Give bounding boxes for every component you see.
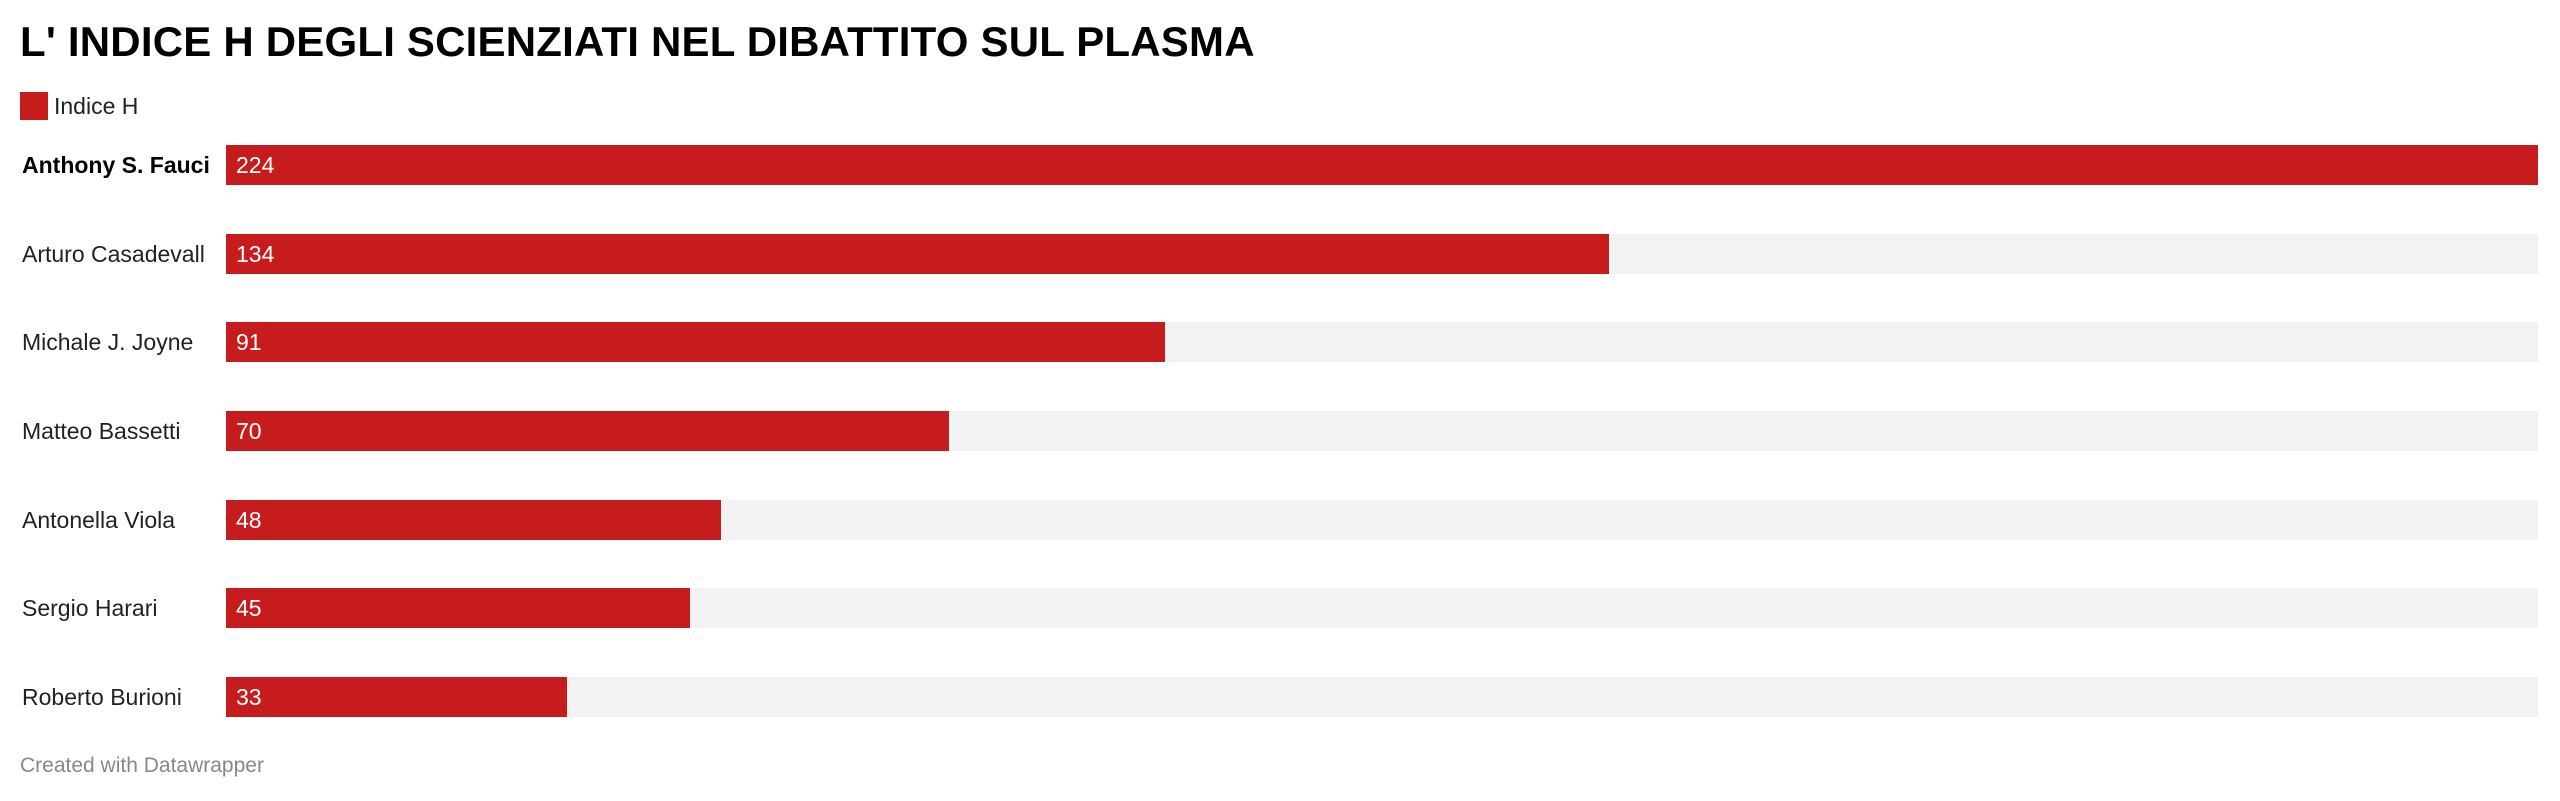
category-label: Antonella Viola [22, 507, 176, 533]
bar [226, 411, 949, 451]
value-label: 48 [236, 507, 262, 533]
credit-text: Created with Datawrapper [20, 754, 264, 777]
category-label: Arturo Casadevall [22, 241, 205, 267]
value-label: 134 [236, 241, 275, 267]
category-label: Sergio Harari [22, 595, 158, 621]
bar [226, 322, 1165, 362]
category-label: Michale J. Joyne [22, 329, 194, 355]
bar [226, 145, 2538, 185]
value-label: 70 [236, 418, 262, 444]
bar [226, 677, 567, 717]
value-label: 33 [236, 684, 262, 710]
legend-label: Indice H [54, 92, 139, 119]
bar-track [226, 677, 2538, 717]
bar [226, 234, 1609, 274]
bar [226, 588, 690, 628]
chart-title: L' INDICE H DEGLI SCIENZIATI NEL DIBATTI… [20, 18, 1255, 65]
legend-swatch [20, 92, 48, 120]
value-label: 91 [236, 329, 262, 355]
legend: Indice H [20, 92, 138, 120]
value-label: 224 [236, 152, 275, 178]
category-label: Matteo Bassetti [22, 418, 181, 444]
category-label: Roberto Burioni [22, 684, 182, 710]
value-label: 45 [236, 595, 262, 621]
category-label: Anthony S. Fauci [22, 152, 210, 178]
bar [226, 500, 721, 540]
